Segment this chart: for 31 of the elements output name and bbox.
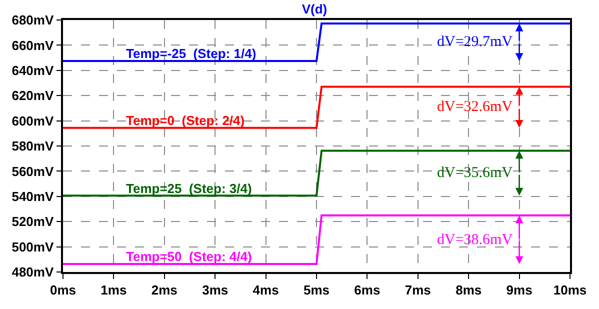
x-tick-label: 4ms <box>252 282 279 298</box>
x-tick-label: 6ms <box>354 282 380 298</box>
x-tick-label: 10ms <box>553 282 587 298</box>
series-label: Temp=25 (Step: 3/4) <box>126 181 252 196</box>
x-tick-label: 5ms <box>303 282 330 298</box>
annotation: dV=29.7mV <box>437 34 513 50</box>
x-tick-label: 1ms <box>100 282 127 298</box>
x-tick-label: 0ms <box>50 282 76 298</box>
series-label: Temp=0 (Step: 2/4) <box>126 113 245 128</box>
x-tick-label: 9ms <box>506 282 532 298</box>
y-tick-label: 680mV <box>12 12 54 28</box>
x-tick-label: 2ms <box>151 282 178 298</box>
y-tick-label: 560mV <box>12 164 54 179</box>
chart-title: V(d) <box>302 2 328 17</box>
y-tick-label: 620mV <box>12 88 54 104</box>
annotation: dV=38.6mV <box>437 232 513 248</box>
x-tick-label: 8ms <box>456 282 482 298</box>
x-tick-label: 3ms <box>202 282 228 298</box>
y-tick-label: 540mV <box>12 188 54 204</box>
y-tick-label: 520mV <box>12 214 54 230</box>
annotation: dV=35.6mV <box>437 165 513 181</box>
annotation: dV=32.6mV <box>437 99 513 115</box>
x-tick-label: 7ms <box>404 282 431 298</box>
y-tick-label: 480mV <box>12 264 54 280</box>
y-tick-label: 600mV <box>12 113 54 128</box>
y-tick-label: 660mV <box>12 38 54 53</box>
y-tick-label: 500mV <box>12 239 54 254</box>
series-label: Temp=-25 (Step: 1/4) <box>126 46 256 61</box>
series-label: Temp=50 (Step: 4/4) <box>126 249 252 264</box>
y-tick-label: 640mV <box>12 62 54 78</box>
y-tick-label: 580mV <box>12 138 54 154</box>
